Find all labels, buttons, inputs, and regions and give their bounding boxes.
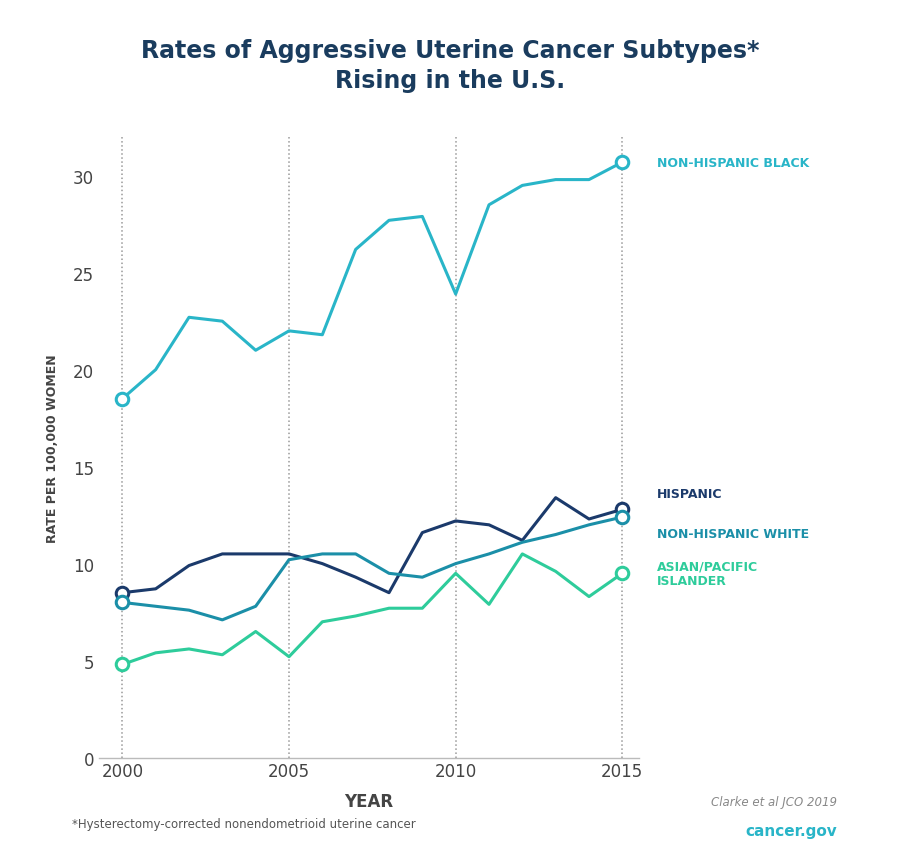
Text: HISPANIC: HISPANIC [657, 487, 723, 500]
Text: ASIAN/PACIFIC
ISLANDER: ASIAN/PACIFIC ISLANDER [657, 560, 758, 587]
Y-axis label: RATE PER 100,000 WOMEN: RATE PER 100,000 WOMEN [46, 354, 59, 542]
Text: Clarke et al JCO 2019: Clarke et al JCO 2019 [711, 795, 837, 808]
Text: *Hysterectomy-corrected nonendometrioid uterine cancer: *Hysterectomy-corrected nonendometrioid … [72, 816, 416, 829]
Text: NON-HISPANIC BLACK: NON-HISPANIC BLACK [657, 157, 809, 170]
X-axis label: YEAR: YEAR [345, 791, 393, 809]
Text: NON-HISPANIC WHITE: NON-HISPANIC WHITE [657, 527, 809, 540]
Text: Rates of Aggressive Uterine Cancer Subtypes*: Rates of Aggressive Uterine Cancer Subty… [140, 39, 760, 63]
Text: cancer.gov: cancer.gov [745, 823, 837, 838]
Text: Rising in the U.S.: Rising in the U.S. [335, 69, 565, 93]
